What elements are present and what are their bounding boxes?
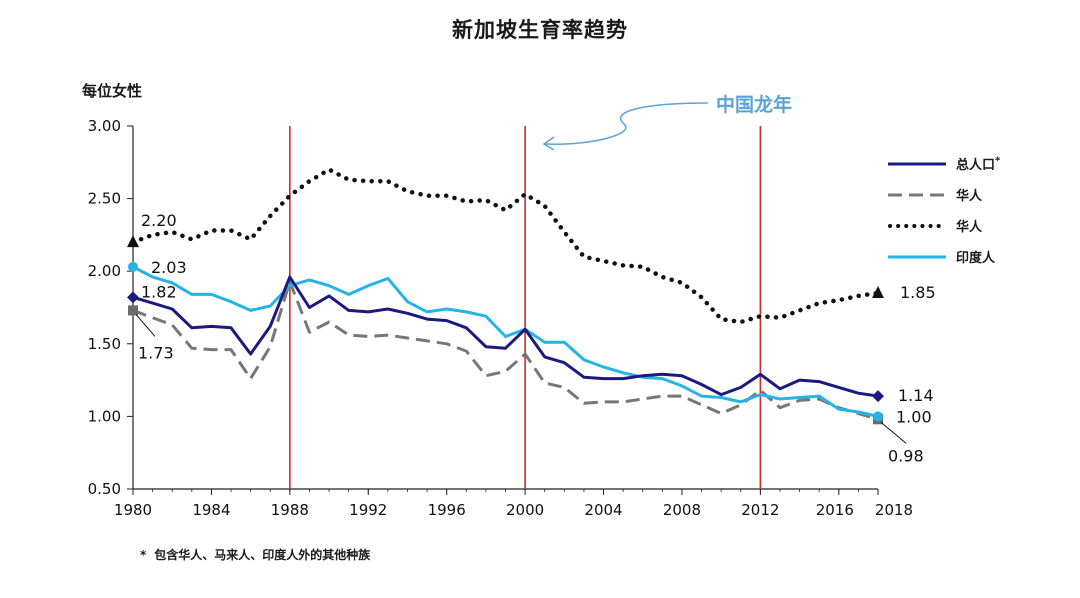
legend-label-total: 总人口: [956, 158, 996, 173]
leader-line-end-chinese: [880, 421, 907, 444]
series-line-chinese-dashed: [132, 279, 879, 421]
start-label-chinese-dotted: 2.20: [141, 211, 177, 230]
series-line-chinese-dotted: [130, 167, 881, 325]
start-marker-indian: [128, 261, 138, 272]
start-marker-total: [127, 291, 139, 304]
y-axis-label: 每位女性: [82, 82, 143, 100]
dragon-year-annotation: 中国龙年: [716, 94, 793, 116]
data-labels: 1.82 1.14 1.73 0.98 2.20 1.85 2.03 1.00: [127, 211, 936, 465]
chart-title: 新加坡生育率趋势: [452, 18, 628, 42]
series-line-indian: [132, 265, 879, 418]
x-tick-label: 1992: [349, 501, 387, 519]
legend-item-indian: 印度人: [888, 247, 1038, 278]
footnote: * 包含华人、马来人、印度人外的其他种族: [140, 546, 370, 563]
x-tick-label: 2012: [741, 501, 779, 519]
end-label-indian: 1.00: [896, 407, 932, 426]
start-label-total: 1.82: [141, 282, 177, 301]
legend-label-chinese-dotted: 华人: [956, 220, 983, 235]
legend-label-indian: 印度人: [956, 251, 996, 266]
legend-label-chinese-dashed: 华人: [956, 189, 983, 204]
start-marker-chinese-dotted: [127, 235, 139, 248]
y-tick-label: 2.50: [88, 190, 121, 208]
x-tick-label: 1984: [192, 501, 230, 519]
x-tick-label: 1988: [271, 501, 309, 519]
axes: 0.50 1.00 1.50 2.00 2.50 3.00 1980 1984 1988 1992…: [88, 117, 914, 519]
start-label-indian: 2.03: [151, 258, 187, 277]
legend-item-chinese-dotted: 华人: [888, 216, 1038, 247]
y-tick-label: 1.50: [88, 335, 121, 353]
end-marker-chinese-dotted: [872, 285, 884, 298]
legend-item-total: 总人口*: [888, 154, 1038, 185]
y-tick-label: 1.00: [88, 407, 121, 425]
series-line-total: [132, 275, 879, 398]
y-tick-label: 3.00: [88, 117, 121, 135]
end-label-chinese-dotted: 1.85: [900, 283, 936, 302]
end-label-chinese-dashed: 0.98: [888, 446, 924, 465]
start-marker-chinese-dashed: [128, 305, 138, 316]
end-marker-indian: [873, 411, 883, 422]
legend-item-chinese-dashed: 华人: [888, 185, 1038, 216]
leader-line-start-chinese: [135, 314, 156, 337]
footnote-text: 包含华人、马来人、印度人外的其他种族: [154, 548, 371, 562]
x-tick-label: 2004: [584, 501, 622, 519]
annotation-arrow-path: [545, 102, 709, 145]
footnote-star: *: [140, 548, 147, 562]
end-marker-total: [872, 390, 884, 403]
reference-lines: [289, 126, 762, 489]
annotation-arrow: [542, 102, 709, 151]
end-label-total: 1.14: [898, 386, 934, 405]
x-tick-label: 2018: [875, 501, 913, 519]
y-tick-label: 2.00: [88, 262, 121, 280]
annotation-arrowhead: [542, 136, 555, 151]
series-group: [130, 167, 881, 421]
y-tick-label: 0.50: [88, 480, 121, 498]
x-tick-label: 1980: [114, 501, 152, 519]
x-tick-label: 1996: [428, 501, 466, 519]
x-tick-label: 2000: [506, 501, 544, 519]
legend: 总人口* 华人 华人 印度人: [888, 154, 1038, 278]
start-label-chinese-dashed: 1.73: [138, 343, 174, 362]
legend-label-total-star: *: [995, 155, 1001, 167]
x-tick-label: 2008: [663, 501, 701, 519]
x-tick-label: 2016: [816, 501, 854, 519]
